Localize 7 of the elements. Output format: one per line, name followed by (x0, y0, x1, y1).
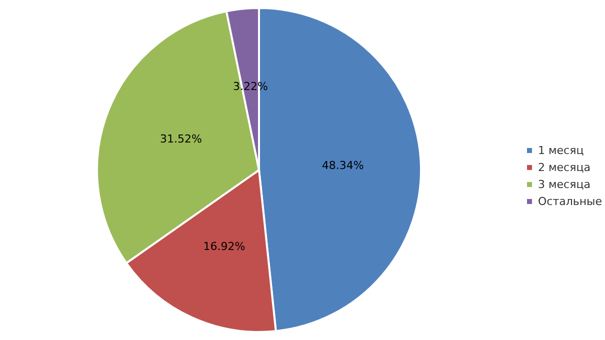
legend-label: 1 месяц (538, 144, 584, 157)
data-label: 31.52% (160, 132, 202, 146)
data-label: 16.92% (203, 240, 246, 253)
legend-label: Остальные (538, 195, 602, 208)
data-label: 48.34% (322, 159, 364, 172)
legend-label: 2 месяца (538, 161, 590, 174)
legend-label: 3 месяца (538, 178, 590, 191)
